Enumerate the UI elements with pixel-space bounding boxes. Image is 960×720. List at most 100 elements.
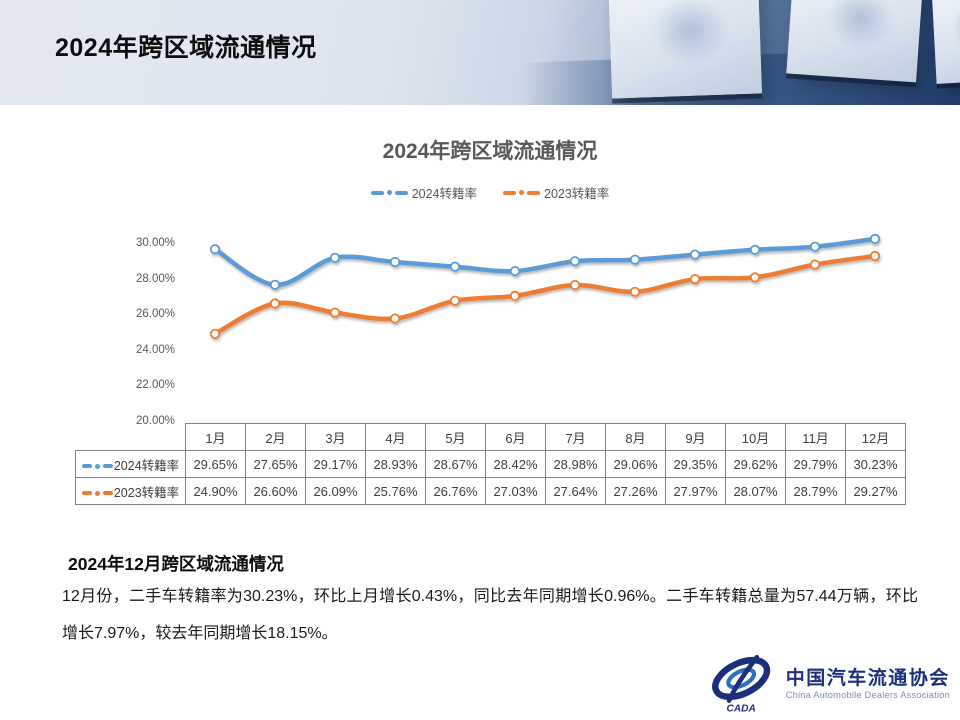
- month-header-cell: 3月: [305, 423, 366, 451]
- data-point-marker: [329, 307, 341, 318]
- month-header-cell: 12月: [845, 423, 906, 451]
- data-point-marker: [749, 272, 761, 283]
- data-point-marker: [629, 254, 641, 265]
- table-row: 2024转籍率 29.65% 27.65% 29.17% 28.93% 28.67% 28.…: [75, 450, 906, 478]
- y-tick-label: 24.00%: [135, 343, 175, 356]
- series-2023转籍率: [209, 250, 881, 339]
- data-point-marker: [209, 244, 221, 255]
- value-cell: 29.06%: [605, 450, 666, 478]
- value-cell: 27.64%: [545, 477, 606, 505]
- value-cell: 27.65%: [245, 450, 306, 478]
- legend-item: 2024转籍率: [370, 183, 477, 202]
- data-point-marker: [509, 265, 521, 277]
- chart-title: 2024年跨区域流通情况: [382, 140, 598, 163]
- data-point-marker: [689, 273, 701, 285]
- legend-label: 2023转籍率: [544, 187, 610, 201]
- data-point-marker: [269, 298, 281, 309]
- month-header-cell: 4月: [365, 423, 426, 451]
- data-point-marker: [389, 313, 401, 324]
- legend-label: 2024转籍率: [411, 187, 477, 201]
- y-tick-label: 26.00%: [135, 308, 175, 321]
- month-header-cell: 7月: [545, 423, 606, 451]
- y-tick-label: 22.00%: [135, 379, 175, 392]
- value-cell: 29.27%: [845, 477, 906, 505]
- line-plot: [209, 233, 881, 339]
- value-cell: 28.42%: [485, 450, 546, 478]
- value-cell: 26.09%: [305, 477, 366, 505]
- y-tick-label: 30.00%: [135, 237, 175, 249]
- data-point-marker: [749, 244, 761, 255]
- value-cell: 29.62%: [725, 450, 786, 478]
- data-point-marker: [629, 286, 641, 297]
- chart-data-table: 1月 2月 3月 4月 5月 6月 7月 8月 9月 10月 11月 12月 2024转籍率 29.65%…: [75, 423, 906, 505]
- value-cell: 29.79%: [785, 450, 846, 478]
- cada-logo-icon: CADA: [711, 654, 770, 715]
- month-header-cell: 5月: [425, 423, 486, 451]
- value-cell: 28.93%: [365, 450, 426, 478]
- data-point-marker: [869, 233, 881, 244]
- month-header-cell: 2月: [245, 423, 306, 451]
- series-marker: [81, 463, 113, 469]
- data-point-marker: [449, 261, 461, 272]
- y-tick-label: 20.00%: [135, 415, 175, 427]
- month-header-cell: 11月: [785, 423, 846, 451]
- value-cell: 28.79%: [785, 477, 846, 505]
- value-cell: 24.90%: [185, 477, 246, 505]
- data-point-marker: [269, 279, 281, 290]
- month-header-cell: 8月: [605, 423, 666, 451]
- series-marker: [503, 190, 540, 195]
- logo-name-en: China Automobile Dealers Association: [785, 689, 950, 700]
- month-header-cell: 10月: [725, 423, 786, 451]
- data-point-marker: [689, 249, 701, 260]
- logo-name-cn: 中国汽车流通协会: [785, 668, 950, 690]
- table-row: 2023转籍率 24.90% 26.60% 26.09% 25.76% 26.76% 27.…: [75, 477, 906, 505]
- value-cell: 28.67%: [425, 450, 486, 478]
- decor-cube: [931, 0, 960, 84]
- decor-cube: [607, 0, 763, 99]
- value-cell: 27.26%: [605, 477, 666, 505]
- body-paragraph: 12月份，二手车转籍率为30.23%，环比上月增长0.43%，同比去年同期增长0…: [62, 588, 918, 642]
- section-title: 2024年12月跨区域流通情况: [68, 554, 284, 574]
- value-cell: 27.03%: [485, 477, 546, 505]
- series-marker: [81, 490, 113, 496]
- logo-text: 中国汽车流通协会 China Automobile Dealers Associ…: [786, 668, 950, 700]
- header-title: 2024年跨区域流通情况: [55, 34, 317, 62]
- chart-legend: 2024转籍率 2023转籍率: [75, 183, 905, 202]
- data-point-marker: [809, 241, 821, 252]
- month-header-cell: 6月: [485, 423, 546, 451]
- value-cell: 28.07%: [725, 477, 786, 505]
- data-point-marker: [869, 250, 881, 262]
- y-tick-label: 28.00%: [135, 272, 175, 285]
- series-marker: [370, 190, 408, 195]
- month-header-cell: 9月: [665, 423, 726, 451]
- series-label-cell: 2023转籍率: [75, 477, 186, 505]
- slide-header: 2024年跨区域流通情况: [0, 0, 960, 105]
- value-cell: 30.23%: [845, 450, 906, 478]
- cada-logo: CADA 中国汽车流通协会 China Automobile Dealers A…: [706, 652, 950, 716]
- data-point-marker: [809, 259, 821, 270]
- data-point-marker: [329, 252, 341, 263]
- value-cell: 28.98%: [545, 450, 606, 478]
- table-header-row: 1月 2月 3月 4月 5月 6月 7月 8月 9月 10月 11月 12月: [76, 423, 906, 451]
- data-point-marker: [509, 290, 521, 302]
- value-cell: 29.65%: [185, 450, 246, 478]
- series-label-cell: 2024转籍率: [75, 450, 186, 478]
- data-point-marker: [569, 256, 581, 267]
- y-axis: 30.00% 28.00% 26.00% 24.00% 22.00% 20.00%: [95, 225, 175, 435]
- value-cell: 27.97%: [665, 477, 726, 505]
- data-point-marker: [449, 295, 461, 306]
- data-point-marker: [569, 279, 581, 291]
- month-header-cell: 1月: [185, 423, 246, 451]
- data-point-marker: [209, 328, 221, 339]
- series-2024转籍率: [209, 233, 881, 290]
- value-cell: 25.76%: [365, 477, 426, 505]
- data-point-marker: [389, 256, 401, 268]
- value-cell: 29.35%: [665, 450, 726, 478]
- table-corner-cell: [76, 424, 186, 451]
- logo-badge-text: CADA: [726, 704, 755, 715]
- legend-item: 2023转籍率: [503, 183, 609, 202]
- decor-cube: [786, 0, 924, 83]
- value-cell: 29.17%: [305, 450, 366, 478]
- value-cell: 26.60%: [245, 477, 306, 505]
